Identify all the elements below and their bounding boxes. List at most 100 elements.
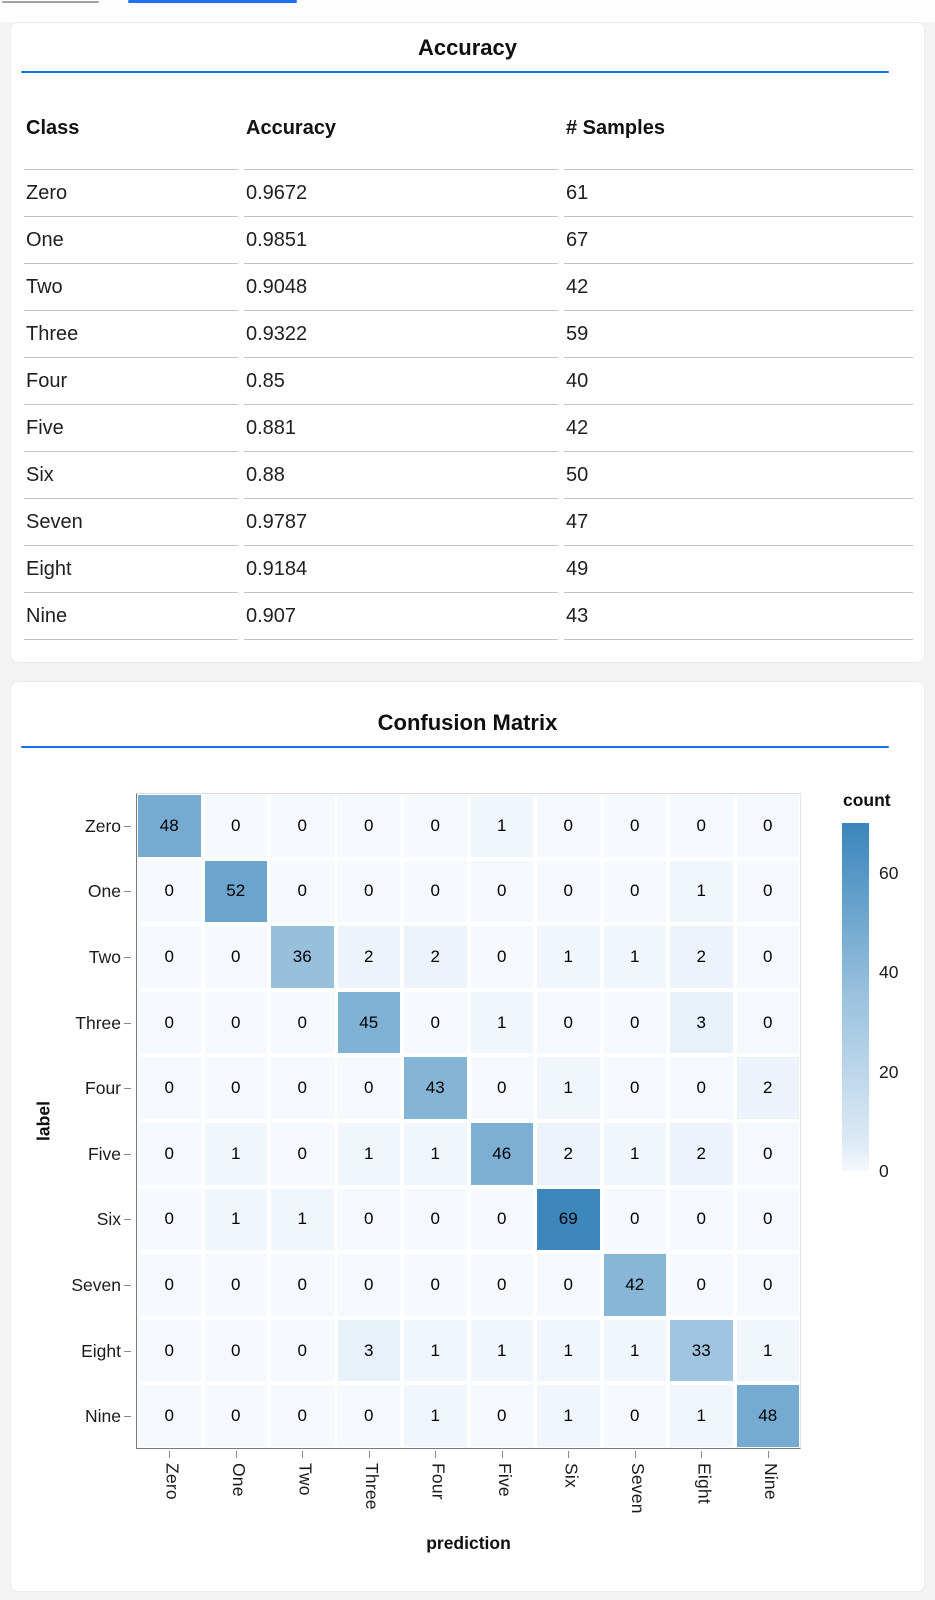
y-tick-label: Seven bbox=[71, 1275, 121, 1295]
heatmap-cell: 1 bbox=[337, 1123, 400, 1185]
heatmap-cell: 0 bbox=[337, 795, 400, 857]
x-tick-label: Six bbox=[561, 1463, 582, 1488]
table-cell: One bbox=[24, 217, 238, 264]
y-tick-mark bbox=[124, 1416, 131, 1418]
x-tick-label: Nine bbox=[760, 1463, 781, 1500]
tab-underline-active[interactable] bbox=[128, 0, 297, 3]
heatmap-cell: 0 bbox=[271, 991, 334, 1054]
heatmap-cell: 0 bbox=[138, 1123, 201, 1185]
heatmap-cell: 43 bbox=[404, 1057, 467, 1119]
heatmap-cell: 0 bbox=[204, 1385, 267, 1447]
heatmap-cell: 0 bbox=[138, 991, 201, 1054]
heatmap-cell: 1 bbox=[670, 1385, 733, 1447]
heatmap-cell: 0 bbox=[204, 991, 267, 1054]
x-tick-label: Two bbox=[295, 1463, 316, 1496]
y-tick-mark bbox=[124, 1088, 131, 1090]
heatmap-cell: 2 bbox=[537, 1123, 600, 1185]
confusion-matrix-heatmap: 48 0 0 0 0 1 0 0 0 0 0 52 0 0 0 0 0 0 1 0 0 0 36 2 2 0 1 1 2 0 0 0 0 45 0 1… bbox=[11, 682, 926, 1593]
heatmap-cell: 2 bbox=[736, 1057, 799, 1119]
tab-underline-inactive[interactable] bbox=[2, 1, 99, 3]
table-row: One 0.9851 67 bbox=[24, 217, 913, 264]
confusion-matrix-card: Confusion Matrix 48 0 0 0 0 1 0 0 0 0 0 52 0 0 0 0 0 0 1 0 0… bbox=[10, 681, 925, 1592]
heatmap-cell: 45 bbox=[337, 991, 400, 1054]
heatmap-cell: 0 bbox=[537, 1254, 600, 1316]
heatmap-cell: 0 bbox=[470, 1188, 533, 1251]
table-cell: 0.9048 bbox=[244, 264, 558, 311]
heatmap-cell: 1 bbox=[603, 926, 666, 988]
accuracy-title-divider bbox=[21, 71, 889, 73]
accuracy-table-body: Zero 0.9672 61 One 0.9851 67 Two 0.9048 42 Three 0… bbox=[24, 170, 913, 640]
table-row: Seven 0.9787 47 bbox=[24, 499, 913, 546]
heatmap-cell: 0 bbox=[670, 795, 733, 857]
x-tick-label: Three bbox=[361, 1463, 382, 1510]
heatmap-cell: 1 bbox=[670, 860, 733, 923]
y-tick-label: Eight bbox=[81, 1340, 121, 1361]
y-tick-label: Two bbox=[88, 947, 121, 967]
heatmap-cell: 0 bbox=[603, 860, 666, 923]
heatmap-cell: 0 bbox=[271, 795, 334, 857]
legend-gradient-bar bbox=[842, 823, 869, 1171]
heatmap-cell: 36 bbox=[271, 926, 334, 988]
x-tick-mark bbox=[368, 1451, 370, 1458]
heatmap-cell: 46 bbox=[470, 1123, 533, 1185]
heatmap-cell: 1 bbox=[470, 991, 533, 1054]
heatmap-cell: 1 bbox=[736, 1319, 799, 1382]
heatmap-cell: 1 bbox=[470, 1319, 533, 1382]
x-tick-mark bbox=[701, 1451, 703, 1458]
heatmap-cell: 0 bbox=[138, 1319, 201, 1382]
table-cell: 0.9851 bbox=[244, 217, 558, 264]
heatmap-plot-area bbox=[136, 793, 801, 1449]
y-tick-label: One bbox=[87, 881, 121, 902]
y-tick-mark bbox=[124, 1153, 131, 1155]
heatmap-cell: 0 bbox=[670, 1057, 733, 1119]
table-cell: Six bbox=[24, 452, 238, 499]
heatmap-cell: 48 bbox=[736, 1385, 799, 1447]
heatmap-cell: 3 bbox=[337, 1319, 400, 1382]
heatmap-cell: 0 bbox=[138, 926, 201, 988]
table-cell: 0.9787 bbox=[244, 499, 558, 546]
heatmap-cell: 1 bbox=[404, 1385, 467, 1447]
table-cell: Eight bbox=[24, 546, 238, 593]
heatmap-cell: 1 bbox=[603, 1319, 666, 1382]
heatmap-cell: 69 bbox=[537, 1188, 600, 1251]
x-tick-label: Zero bbox=[162, 1463, 183, 1500]
table-row: Five 0.881 42 bbox=[24, 405, 913, 452]
heatmap-cell: 1 bbox=[470, 795, 533, 857]
table-cell: Four bbox=[24, 358, 238, 405]
table-row: Zero 0.9672 61 bbox=[24, 170, 913, 217]
table-cell: 40 bbox=[564, 358, 913, 405]
confusion-card-title: Confusion Matrix bbox=[377, 710, 558, 735]
y-tick-mark bbox=[124, 957, 131, 958]
heatmap-cell: 52 bbox=[204, 860, 267, 923]
y-tick-mark bbox=[124, 1022, 131, 1024]
heatmap-cell: 0 bbox=[138, 1057, 201, 1119]
y-tick-mark bbox=[124, 1285, 131, 1286]
heatmap-cell: 0 bbox=[537, 860, 600, 923]
table-row: Three 0.9322 59 bbox=[24, 311, 913, 358]
heatmap-cell: 0 bbox=[670, 1254, 733, 1316]
heatmap-cell: 0 bbox=[603, 1057, 666, 1119]
y-axis-title: label bbox=[33, 1101, 54, 1141]
table-cell: 67 bbox=[564, 217, 913, 264]
table-cell: 42 bbox=[564, 405, 913, 452]
table-cell: Two bbox=[24, 264, 238, 311]
heatmap-cell: 0 bbox=[736, 1254, 799, 1316]
y-tick-mark bbox=[124, 1219, 131, 1221]
table-cell: 42 bbox=[564, 264, 913, 311]
heatmap-cell: 0 bbox=[470, 926, 533, 988]
x-tick-label: One bbox=[228, 1463, 249, 1497]
legend-title: count bbox=[843, 790, 891, 810]
table-cell: 0.9184 bbox=[244, 546, 558, 593]
accuracy-card-title: Accuracy bbox=[417, 35, 518, 60]
table-cell: 0.9672 bbox=[244, 170, 558, 217]
heatmap-cell: 0 bbox=[736, 795, 799, 857]
heatmap-cell: 1 bbox=[603, 1123, 666, 1185]
accuracy-table-header-row: Class Accuracy # Samples bbox=[24, 111, 913, 170]
heatmap-cell: 0 bbox=[537, 795, 600, 857]
heatmap-cell: 0 bbox=[138, 860, 201, 923]
heatmap-cell: 1 bbox=[204, 1123, 267, 1185]
x-tick-mark bbox=[302, 1451, 304, 1458]
heatmap-cell: 48 bbox=[138, 795, 201, 857]
heatmap-cell: 0 bbox=[470, 1385, 533, 1447]
table-row: Four 0.85 40 bbox=[24, 358, 913, 405]
